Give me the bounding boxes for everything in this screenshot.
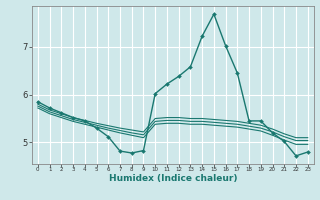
X-axis label: Humidex (Indice chaleur): Humidex (Indice chaleur) [108, 174, 237, 183]
